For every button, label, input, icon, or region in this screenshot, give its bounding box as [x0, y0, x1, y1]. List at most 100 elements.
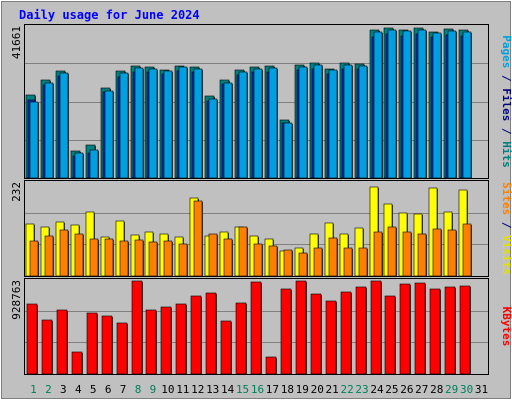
bar-kbytes-day-8: [131, 280, 143, 375]
bar-sites-day-7: [119, 240, 129, 277]
legend-part: /: [500, 121, 512, 141]
bar-pages-day-7: [119, 72, 129, 179]
bar-sites-day-16: [253, 243, 263, 277]
x-tick-label: 9: [150, 383, 157, 396]
bar-kbytes-day-28: [429, 288, 441, 375]
x-tick-label: 24: [370, 383, 384, 396]
x-tick-label: 8: [135, 383, 142, 396]
panel-visits: 232 Sites / Visits: [10, 180, 512, 277]
x-tick-label: 15: [236, 383, 249, 396]
bar-sites-day-17: [268, 245, 278, 277]
y-max-label-visits: 232: [10, 182, 23, 202]
bar-sites-day-3: [59, 229, 69, 277]
bar-kbytes-day-21: [325, 300, 337, 375]
bar-kbytes-day-30: [459, 285, 471, 375]
x-tick-label: 12: [191, 383, 204, 396]
bar-sites-day-10: [163, 240, 173, 277]
bar-pages-day-30: [462, 31, 472, 179]
bar-pages-day-12: [193, 68, 203, 179]
bar-kbytes-day-9: [145, 309, 157, 375]
bar-pages-day-27: [417, 29, 427, 179]
bar-kbytes-day-14: [220, 320, 232, 375]
x-tick-label: 4: [75, 383, 82, 396]
bar-sites-day-29: [447, 229, 457, 277]
bar-kbytes-day-6: [101, 315, 113, 375]
legend-part: Files: [500, 88, 512, 121]
bar-kbytes-day-23: [355, 286, 367, 375]
bar-pages-day-2: [44, 82, 54, 179]
bar-sites-day-14: [223, 238, 233, 277]
x-tick-label: 7: [120, 383, 127, 396]
y-max-label-kbytes: 928763: [10, 280, 23, 320]
bar-sites-day-13: [208, 233, 218, 277]
bar-kbytes-day-12: [190, 295, 202, 375]
legend-part: Visits: [500, 235, 512, 275]
bar-pages-day-15: [238, 71, 248, 179]
x-tick-label: 25: [385, 383, 398, 396]
bar-sites-day-25: [387, 226, 397, 277]
y-max-label-hits: 41661: [10, 26, 23, 59]
bar-kbytes-day-18: [280, 288, 292, 375]
y-axis-label-kbytes: KBytes: [500, 307, 512, 347]
x-tick-label: 13: [206, 383, 219, 396]
bar-pages-day-19: [298, 66, 308, 179]
bar-pages-day-3: [59, 72, 69, 179]
panel-hits: 41661 Pages / Files / Hits: [10, 24, 512, 179]
bar-pages-day-1: [29, 101, 39, 179]
x-tick-label: 22: [340, 383, 353, 396]
panel-hits-border: [24, 24, 489, 179]
legend-part: /: [500, 215, 512, 235]
y-axis-label-visits: Sites / Visits: [500, 182, 512, 275]
bar-pages-day-22: [343, 64, 353, 179]
bar-sites-day-12: [193, 200, 203, 277]
bar-pages-day-6: [104, 90, 114, 179]
x-tick-label: 6: [105, 383, 112, 396]
chart-panels: 41661 Pages / Files / Hits 232 Sites / Visi…: [10, 24, 512, 375]
bar-kbytes-day-13: [205, 292, 217, 375]
bar-sites-day-15: [238, 226, 248, 277]
y-axis-label-hits: Pages / Files / Hits: [500, 35, 512, 168]
panel-visits-border: [24, 180, 489, 277]
bar-sites-day-9: [148, 241, 158, 277]
bar-sites-day-21: [328, 237, 338, 277]
bar-pages-day-17: [268, 67, 278, 179]
bar-pages-day-16: [253, 68, 263, 179]
bar-sites-day-1: [29, 240, 39, 277]
bar-pages-day-26: [402, 30, 412, 179]
bar-sites-day-20: [313, 247, 323, 277]
x-tick-label: 23: [355, 383, 368, 396]
bar-kbytes-day-3: [56, 309, 68, 375]
x-tick-label: 20: [311, 383, 324, 396]
bar-pages-day-21: [328, 69, 338, 179]
x-tick-label: 1: [30, 383, 37, 396]
x-tick-label: 10: [161, 383, 174, 396]
bar-kbytes-day-5: [86, 312, 98, 375]
bar-kbytes-day-11: [175, 303, 187, 375]
x-tick-label: 16: [251, 383, 264, 396]
bar-pages-day-20: [313, 64, 323, 179]
bar-sites-day-18: [283, 249, 293, 277]
bar-pages-day-24: [373, 31, 383, 179]
bar-kbytes-day-15: [235, 302, 247, 375]
bar-pages-day-29: [447, 30, 457, 179]
bar-pages-day-18: [283, 122, 293, 179]
bar-pages-day-11: [178, 66, 188, 179]
x-tick-label: 11: [176, 383, 189, 396]
bar-kbytes-day-20: [310, 293, 322, 375]
bar-pages-day-13: [208, 98, 218, 179]
bar-kbytes-day-17: [265, 356, 277, 375]
bar-kbytes-day-22: [340, 291, 352, 375]
bar-sites-day-6: [104, 238, 114, 277]
bar-kbytes-day-19: [295, 280, 307, 375]
bar-kbytes-day-26: [399, 283, 411, 375]
bar-sites-day-11: [178, 243, 188, 277]
frame-shadow: [1, 1, 511, 399]
x-tick-label: 26: [400, 383, 413, 396]
bar-sites-day-27: [417, 233, 427, 277]
legend-part: Hits: [500, 141, 512, 168]
bar-pages-day-9: [148, 68, 158, 179]
bar-sites-day-5: [89, 238, 99, 277]
bar-sites-day-24: [373, 231, 383, 277]
